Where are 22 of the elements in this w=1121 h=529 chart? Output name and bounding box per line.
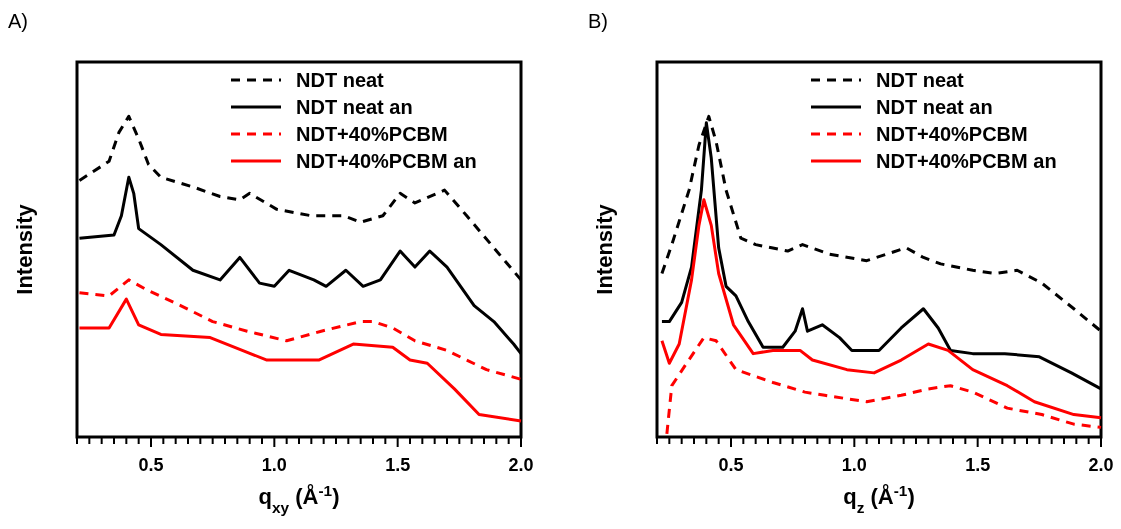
- x-tick-label: 0.5: [718, 455, 744, 475]
- legend-label: NDT+40%PCBM an: [296, 150, 477, 172]
- x-tick-label: 1.0: [261, 455, 287, 475]
- chart-title: B): [588, 10, 608, 32]
- legend-label: NDT+40%PCBM an: [876, 150, 1057, 172]
- y-axis-title: Intensity: [12, 203, 37, 295]
- x-tick-label: 1.5: [965, 455, 991, 475]
- x-tick-label: 1.0: [841, 455, 867, 475]
- x-tick-label: 2.0: [508, 455, 534, 475]
- legend-label: NDT neat: [876, 69, 965, 91]
- legend-label: NDT neat an: [876, 96, 993, 118]
- legend-label: NDT neat an: [296, 96, 413, 118]
- x-axis-title: q$_{xy}$ (Å$^{-1}$): [258, 481, 340, 516]
- x-axis-title: q$_{z}$ (Å$^{-1}$): [843, 481, 915, 516]
- x-tick-label: 0.5: [138, 455, 164, 475]
- legend-label: NDT neat: [296, 69, 385, 91]
- y-axis-title: Intensity: [592, 203, 617, 295]
- x-tick-label: 2.0: [1088, 455, 1114, 475]
- legend-label: NDT+40%PCBM: [876, 123, 1028, 145]
- legend-label: NDT+40%PCBM: [296, 123, 448, 145]
- chart-title: A): [8, 10, 28, 32]
- x-tick-label: 1.5: [385, 455, 411, 475]
